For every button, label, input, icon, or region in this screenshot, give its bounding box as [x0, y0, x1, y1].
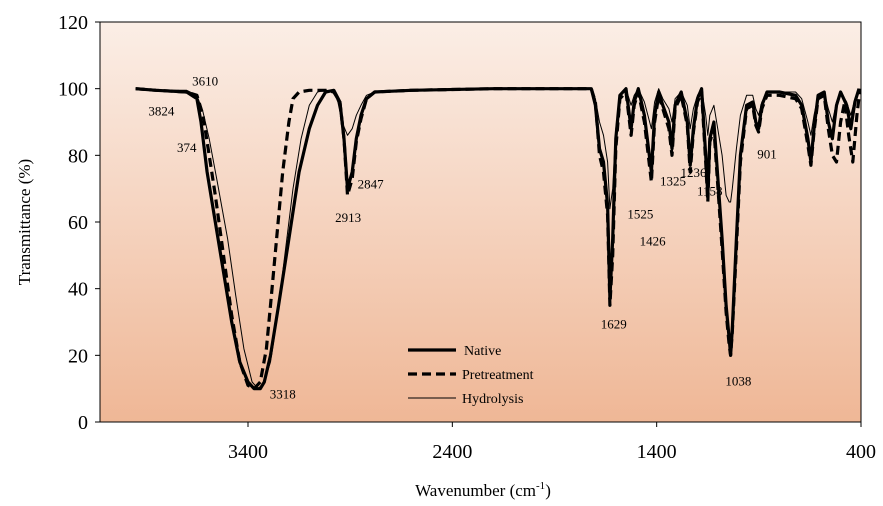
peak-annotation: 3318: [270, 387, 296, 402]
x-tick-label: 1400: [637, 441, 677, 463]
peak-annotation: 1325: [660, 173, 686, 188]
peak-annotation: 3610: [192, 73, 218, 88]
legend-label-native: Native: [464, 344, 501, 359]
y-tick-label: 60: [68, 212, 88, 234]
y-axis-title: Transmittance (%): [15, 159, 34, 285]
peak-annotation: 3824: [148, 103, 175, 118]
series-line-hydrolysis: [135, 88, 860, 390]
legend-label-pretreatment: Pretreatment: [462, 368, 534, 383]
y-axis: 0 20 40 60 80 100 120: [58, 12, 100, 434]
peak-annotation: 901: [757, 147, 777, 162]
y-tick-label: 40: [68, 279, 88, 301]
y-tick-label: 0: [78, 412, 88, 434]
x-tick-label: 3400: [228, 441, 268, 463]
peak-annotation: 1236: [680, 165, 707, 180]
peak-annotation: 2913: [335, 210, 361, 225]
y-tick-label: 80: [68, 145, 88, 167]
x-axis-title-main: Wavenumber (cm: [415, 481, 536, 500]
x-tick-label: 2400: [432, 441, 472, 463]
series-line-pretreatment: [135, 87, 862, 391]
series-layer: [135, 87, 862, 391]
y-tick-label: 100: [58, 79, 88, 101]
legend-label-hydrolysis: Hydrolysis: [462, 392, 523, 407]
x-axis-title: Wavenumber (cm-1): [415, 480, 551, 500]
x-axis-title-end: ): [545, 481, 551, 500]
x-axis: 3400 2400 1400 400: [228, 422, 876, 463]
x-tick-label: 400: [846, 441, 876, 463]
peak-annotation: 2847: [358, 177, 385, 192]
y-tick-label: 20: [68, 345, 88, 367]
legend: Native Pretreatment Hydrolysis: [408, 344, 534, 407]
y-tick-label: 120: [58, 12, 88, 34]
x-axis-title-sup: -1: [536, 480, 545, 492]
peak-annotation: 1525: [627, 207, 653, 222]
peak-annotation: 1038: [725, 373, 751, 388]
peak-annotation: 1426: [640, 233, 667, 248]
peak-annotation: 1629: [601, 317, 627, 332]
peak-annotation: 374: [177, 140, 197, 155]
peak-annotation: 1158: [697, 183, 723, 198]
annotation-layer: 3824361037433182913284716291525142613251…: [148, 73, 776, 401]
